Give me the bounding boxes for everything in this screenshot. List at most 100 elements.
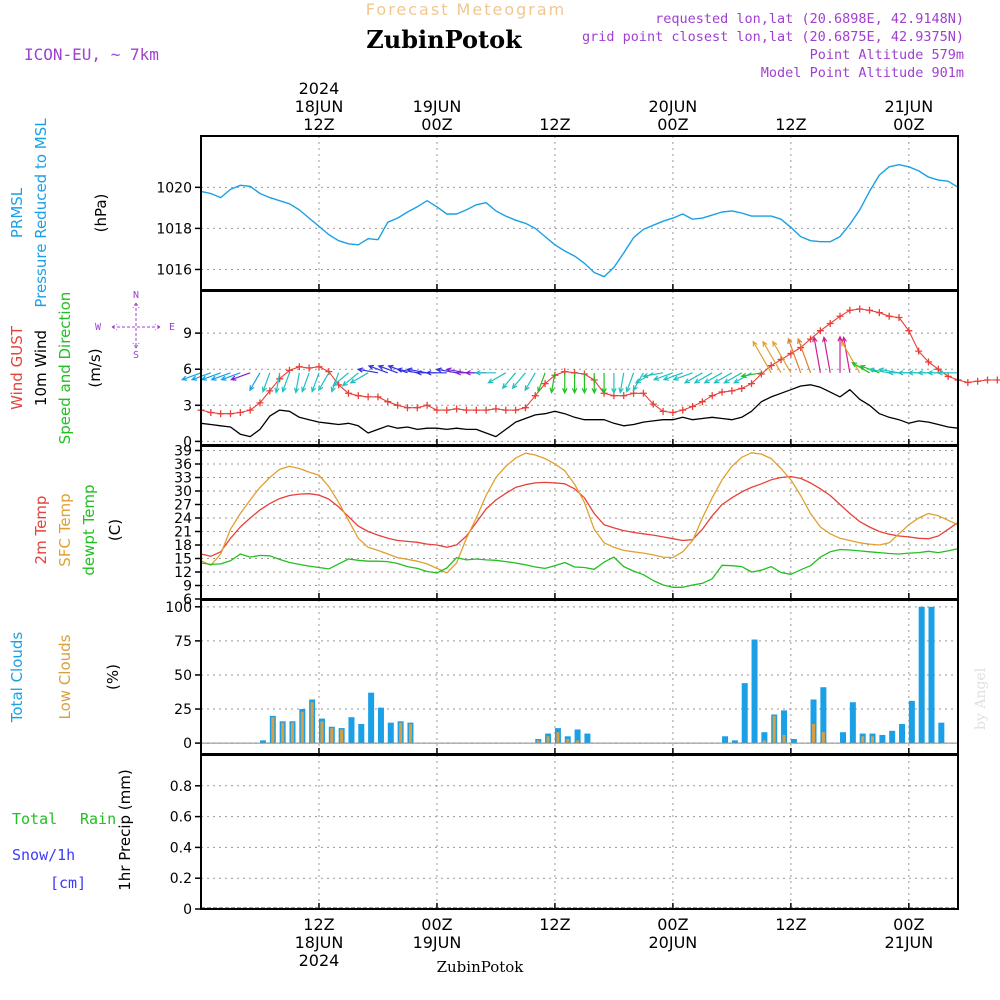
wind-direction-arrow — [261, 372, 271, 393]
top-time-label: 12Z — [303, 115, 334, 134]
wind-direction-arrow — [435, 367, 457, 374]
compass-e: E — [169, 322, 175, 333]
wind-direction-arrow — [230, 372, 251, 381]
wind-direction-arrow — [812, 336, 821, 373]
low-cloud-bar — [861, 736, 865, 744]
y-tick-label: 0 — [183, 902, 192, 918]
gust-marker — [512, 406, 520, 414]
total-cloud-bar — [820, 687, 827, 744]
bottom-time-label: 12Z — [539, 915, 570, 934]
wind-direction-arrow — [474, 370, 496, 376]
gust-marker — [266, 387, 274, 395]
gust-marker — [925, 358, 933, 366]
y-tick-label: 1020 — [156, 180, 192, 196]
wind-direction-arrow — [571, 372, 578, 395]
y-tick-label: 27 — [174, 498, 192, 514]
bottom-time-label: 12Z — [775, 915, 806, 934]
gust-marker — [295, 363, 303, 371]
bottom-time-label: 00Z — [893, 915, 924, 934]
y-tick-label: 0 — [183, 434, 192, 450]
wind-direction-arrow — [220, 372, 241, 381]
gust-marker — [305, 364, 313, 372]
gust-marker — [423, 401, 431, 409]
wind-direction-arrow — [487, 372, 507, 384]
snow-unit: [cm] — [50, 874, 86, 892]
gust-line — [200, 308, 998, 415]
y-tick-label: 0.2 — [170, 871, 192, 887]
temp-unit: (C) — [106, 519, 124, 541]
gust-marker — [521, 404, 529, 412]
gust-marker — [993, 376, 1000, 384]
low-cloud-bar — [566, 739, 570, 744]
temp-line-1 — [200, 452, 959, 574]
requested-coords: requested lon,lat (20.6898E, 42.9148N) — [655, 11, 964, 27]
wind-direction-arrow — [634, 372, 654, 384]
gust-marker — [895, 313, 903, 321]
rain-label: Rain — [80, 810, 116, 828]
y-tick-label: 12 — [174, 565, 192, 581]
low-cloud-bar — [871, 736, 875, 744]
panels: 1016 1018 1020 PRMSL Pressure Reduced to MSL… — [8, 118, 1000, 918]
gust-marker — [453, 405, 461, 413]
precip-unit: 1hr Precip (mm) — [116, 769, 134, 890]
top-time-label: 00Z — [421, 115, 452, 134]
gust-marker — [403, 404, 411, 412]
y-tick-label: 25 — [174, 702, 192, 718]
total-clouds-label: Total Clouds — [8, 632, 26, 724]
gust-label: Wind GUST — [8, 325, 26, 410]
y-tick-label: 0.6 — [170, 810, 192, 826]
compass-s: S — [133, 350, 139, 361]
wind-direction-arrow — [822, 336, 831, 373]
gust-marker — [482, 406, 490, 414]
wind-direction-arrow — [377, 364, 398, 374]
y-tick-label: 0.4 — [170, 840, 192, 856]
wind-direction-arrow — [501, 372, 517, 390]
y-tick-label: 1018 — [156, 221, 192, 237]
bottom-time-label: 18JUN — [295, 933, 344, 952]
gust-marker — [826, 319, 834, 327]
wind-direction-arrow — [293, 372, 300, 394]
y-tick-label: 0 — [183, 736, 192, 752]
wind-direction-arrow — [200, 372, 221, 381]
wind-direction-arrow — [851, 362, 870, 374]
wind-direction-arrow — [524, 372, 536, 392]
gust-marker — [620, 392, 628, 400]
gust-marker — [875, 309, 883, 317]
low-cloud-bar — [320, 721, 324, 744]
y-tick-label: 50 — [174, 668, 192, 684]
gust-marker — [816, 327, 824, 335]
low-cloud-bar — [290, 722, 294, 744]
gust-marker — [689, 403, 697, 410]
wind-direction-arrow — [549, 372, 556, 394]
top-time-label: 18JUN — [295, 97, 344, 116]
gust-marker — [669, 409, 677, 417]
gust-marker — [905, 327, 913, 335]
wind-direction-arrow — [311, 372, 320, 393]
top-time-label: 12Z — [539, 115, 570, 134]
top-time-label: 21JUN — [884, 97, 933, 116]
gust-marker — [315, 363, 323, 371]
total-cloud-bar — [938, 722, 945, 744]
gust-marker — [285, 366, 293, 374]
gust-marker — [885, 312, 893, 320]
gust-marker — [394, 401, 402, 409]
y-tick-label: 30 — [174, 484, 192, 500]
wind-direction-arrow — [601, 372, 607, 395]
model-altitude: Model Point Altitude 901m — [761, 65, 964, 81]
y-tick-label: 39 — [174, 444, 192, 460]
gust-marker — [246, 406, 254, 414]
sfc-temp-label: SFC Temp — [56, 493, 74, 566]
gust-marker — [639, 389, 647, 397]
wind-direction-arrow — [249, 372, 261, 392]
wind-direction-arrow — [662, 372, 683, 381]
y-tick-label: 9 — [183, 579, 192, 595]
low-cloud-bar — [536, 740, 540, 744]
bottom-time-label: 21JUN — [884, 933, 933, 952]
wind-direction-arrow — [723, 372, 743, 384]
gust-marker — [462, 406, 470, 414]
low-cloud-bar — [762, 740, 766, 744]
low-cloud-bar — [330, 728, 334, 744]
low-cloud-bar — [812, 724, 816, 744]
total-cloud-bar — [879, 734, 886, 744]
